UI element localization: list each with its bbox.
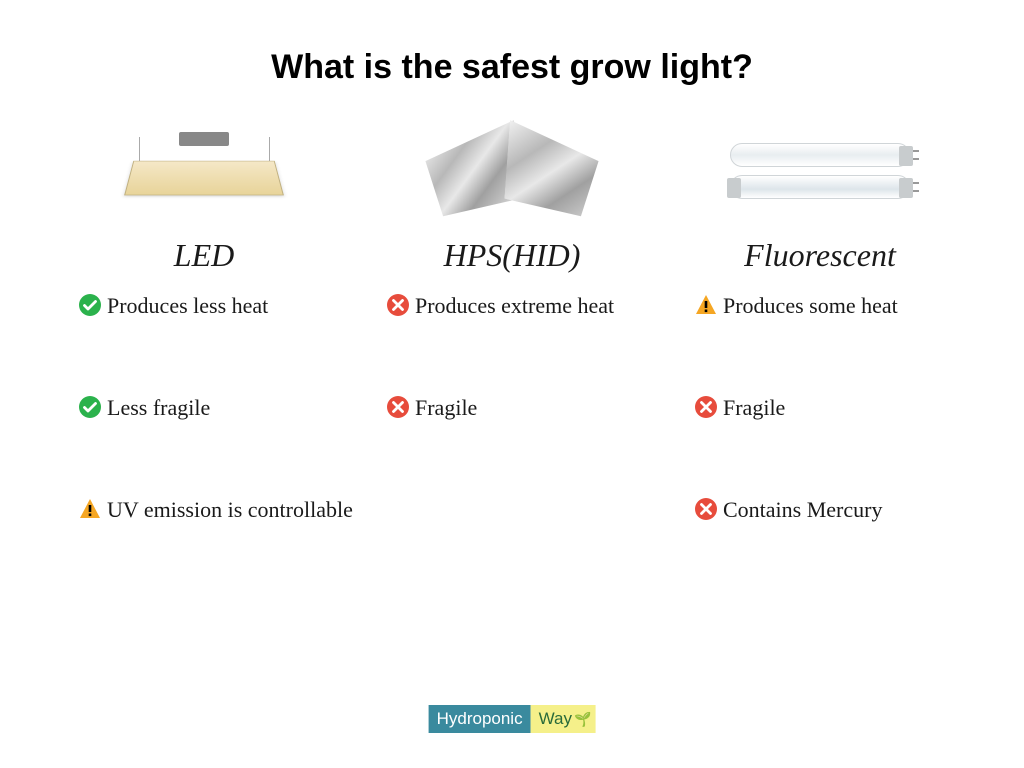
- column-title: LED: [174, 237, 234, 274]
- cross-icon: [387, 294, 409, 316]
- feature-item: Fragile: [695, 394, 970, 444]
- cross-icon: [387, 396, 409, 418]
- warning-icon: [695, 294, 717, 316]
- feature-text: Fragile: [723, 394, 785, 422]
- feature-item: Produces extreme heat: [387, 292, 662, 342]
- column-fluorescent: Fluorescent Produces some heat Fragile C…: [670, 117, 970, 598]
- logo-right-text: Way 🌱: [531, 705, 596, 733]
- feature-text: Produces some heat: [723, 292, 898, 320]
- column-title: Fluorescent: [744, 237, 896, 274]
- cross-icon: [695, 396, 717, 418]
- feature-item: Fragile: [387, 394, 662, 444]
- feature-list: Produces extreme heat Fragile: [362, 292, 662, 496]
- feature-text: Less fragile: [107, 394, 210, 422]
- column-led: LED Produces less heat Less fragile UV e…: [54, 117, 354, 598]
- feature-item: Contains Mercury: [695, 496, 970, 546]
- feature-text: Contains Mercury: [723, 496, 882, 524]
- feature-text: Fragile: [415, 394, 477, 422]
- led-illustration: [54, 117, 354, 227]
- feature-list: Produces some heat Fragile Contains Merc…: [670, 292, 970, 598]
- fluorescent-illustration: [670, 117, 970, 227]
- check-icon: [79, 294, 101, 316]
- feature-text: Produces less heat: [107, 292, 268, 320]
- feature-item: Less fragile: [79, 394, 354, 444]
- column-title: HPS(HID): [444, 237, 581, 274]
- comparison-grid: LED Produces less heat Less fragile UV e…: [0, 117, 1024, 598]
- feature-text: Produces extreme heat: [415, 292, 614, 320]
- feature-list: Produces less heat Less fragile UV emiss…: [54, 292, 354, 598]
- hps-illustration: [362, 117, 662, 227]
- page-title: What is the safest grow light?: [0, 0, 1024, 87]
- plant-icon: 🌱: [574, 711, 591, 728]
- feature-item: Produces less heat: [79, 292, 354, 342]
- feature-item: Produces some heat: [695, 292, 970, 342]
- feature-text: UV emission is controllable: [107, 496, 353, 524]
- cross-icon: [695, 498, 717, 520]
- check-icon: [79, 396, 101, 418]
- logo-left-text: Hydroponic: [429, 705, 531, 733]
- warning-icon: [79, 498, 101, 520]
- feature-item: UV emission is controllable: [79, 496, 354, 546]
- brand-logo: Hydroponic Way 🌱: [429, 705, 596, 733]
- column-hps: HPS(HID) Produces extreme heat Fragile: [362, 117, 662, 598]
